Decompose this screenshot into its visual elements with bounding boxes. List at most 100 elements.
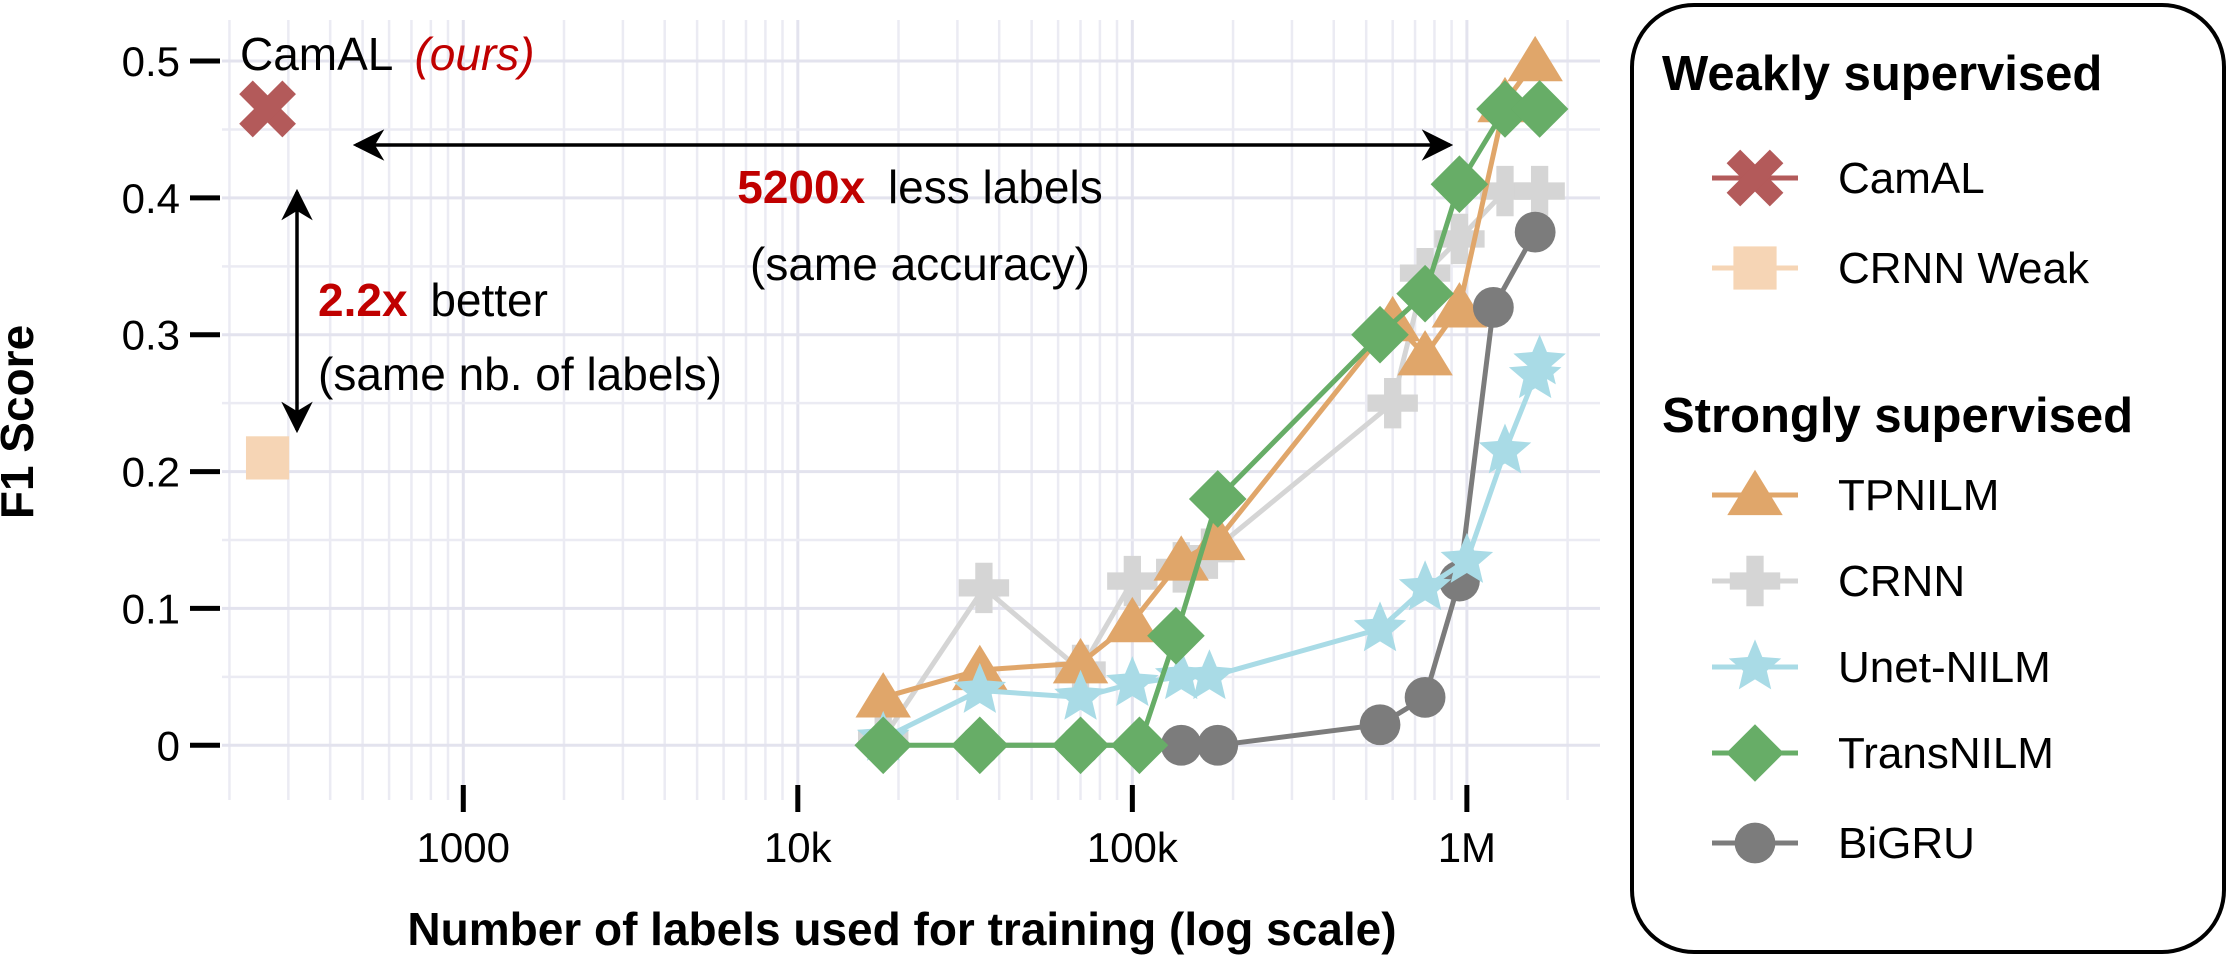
point-crnn [958, 562, 1010, 614]
x-tick-label: 1M [1438, 824, 1496, 871]
legend-label-tpnilm: TPNILM [1838, 471, 1999, 520]
better-value: 2.2x [318, 274, 408, 326]
legend-entry-bigru: BiGRU [1712, 819, 1975, 868]
legend-marker-unet-nilm [1728, 639, 1782, 690]
legend-marker-camal [1726, 149, 1784, 207]
y-tick-label: 0.3 [122, 312, 180, 359]
better-text: better [430, 274, 548, 326]
x-axis-title: Number of labels used for training (log … [407, 903, 1396, 955]
legend-group-weak-title: Weakly supervised [1662, 47, 2102, 101]
legend-marker-crnn [1729, 555, 1781, 607]
legend-entry-tpnilm: TPNILM [1712, 469, 1999, 520]
legend-entries: CamAL CRNN Weak TPNILM CRNN Unet-NILM TransNI… [1712, 149, 2090, 868]
point-transnilm [1510, 80, 1569, 138]
legend-label-crnn-weak: CRNN Weak [1838, 244, 2090, 293]
point-crnn [1434, 213, 1485, 265]
point-tpnilm [855, 672, 911, 718]
legend-entry-crnn: CRNN [1712, 555, 1965, 607]
legend-marker-tpnilm [1727, 469, 1783, 516]
legend-entry-camal: CamAL [1712, 149, 1985, 207]
point-bigru [1472, 286, 1514, 328]
y-tick-label: 0 [157, 722, 180, 769]
point-unet-nilm [1054, 669, 1107, 720]
camal-annotation-ours: (ours) [414, 28, 534, 80]
less-labels-annotation: 5200x less labels [737, 161, 1102, 213]
better-annotation: 2.2x better [318, 274, 548, 326]
camal-annotation: CamAL (ours) [240, 28, 535, 80]
legend-group-strong-title: Strongly supervised [1662, 389, 2133, 443]
point-unet-nilm [1478, 423, 1532, 474]
x-axis: 1000 10k 100k 1M [417, 785, 1496, 871]
legend-marker-transnilm [1726, 724, 1784, 782]
point-tpnilm [1104, 596, 1161, 643]
point-transnilm [1188, 470, 1247, 528]
legend-entry-unet-nilm: Unet-NILM [1712, 639, 2051, 692]
point-transnilm [1351, 305, 1409, 364]
point-transnilm [951, 716, 1009, 775]
point-crnn-weak [245, 436, 290, 480]
point-transnilm [1147, 606, 1205, 665]
point-transnilm [1396, 264, 1454, 323]
less-labels-subtext: (same accuracy) [750, 238, 1090, 290]
y-tick-label: 0.1 [122, 585, 180, 632]
legend-label-camal: CamAL [1838, 154, 1985, 203]
point-transnilm [1430, 155, 1489, 214]
x-tick-label: 10k [764, 824, 833, 871]
legend-entry-transnilm: TransNILM [1712, 724, 2054, 782]
less-labels-value: 5200x [737, 161, 865, 213]
series-transnilm [854, 80, 1569, 775]
legend-marker-camal-stroke [1726, 149, 1784, 207]
x-tick-label: 100k [1087, 824, 1179, 871]
point-unet-nilm [1398, 560, 1452, 611]
legend-marker-crnn-weak [1733, 246, 1777, 290]
series-layer [239, 35, 1569, 775]
point-tpnilm [1431, 282, 1488, 328]
point-transnilm [1051, 716, 1110, 775]
y-tick-label: 0.5 [122, 38, 180, 85]
point-crnn [1367, 377, 1418, 429]
legend-label-unet-nilm: Unet-NILM [1838, 643, 2051, 692]
y-tick-label: 0.2 [122, 449, 180, 496]
point-bigru [1359, 704, 1401, 746]
point-tpnilm [1397, 330, 1453, 376]
legend-label-transnilm: TransNILM [1838, 729, 2054, 778]
point-tpnilm [1507, 35, 1563, 82]
y-axis: 0 0.1 0.2 0.3 0.4 0.5 [122, 38, 220, 769]
point-tpnilm [1052, 637, 1109, 684]
legend-marker-bigru [1734, 822, 1776, 864]
camal-annotation-label: CamAL [240, 28, 393, 80]
point-bigru [1514, 211, 1556, 253]
point-transnilm [1110, 716, 1169, 775]
point-camal-stroke [239, 80, 296, 138]
less-labels-text: less labels [888, 161, 1103, 213]
point-unet-nilm [953, 662, 1007, 713]
series-crnn-weak [245, 436, 290, 480]
series-camal [239, 80, 296, 138]
point-transnilm [1476, 80, 1534, 138]
point-unet-nilm [1106, 656, 1159, 707]
y-axis-title: F1 Score [0, 325, 43, 519]
point-bigru [1197, 724, 1239, 766]
legend: Weakly supervised Strongly supervised Ca… [1630, 3, 2226, 954]
point-unet-nilm [1513, 334, 1566, 385]
legend-label-crnn: CRNN [1838, 557, 1965, 606]
point-unet-nilm [1353, 601, 1407, 652]
series-unet-nilm [856, 334, 1566, 761]
point-crnn [1479, 165, 1531, 217]
x-tick-label: 1000 [417, 824, 510, 871]
point-camal [239, 80, 296, 138]
point-transnilm [854, 716, 913, 775]
point-unet-nilm [1440, 532, 1494, 583]
legend-label-bigru: BiGRU [1838, 819, 1975, 868]
series-tpnilm [855, 35, 1563, 718]
annotations: CamAL (ours) 5200x less labels (same acc… [240, 28, 1454, 434]
legend-box [1630, 3, 2226, 954]
point-bigru [1404, 676, 1446, 718]
point-bigru [1160, 724, 1202, 766]
point-unet-nilm [1154, 649, 1208, 700]
point-crnn [1514, 165, 1565, 217]
better-subtext: (same nb. of labels) [318, 348, 722, 400]
y-tick-label: 0.4 [122, 175, 180, 222]
point-unet-nilm [1183, 649, 1236, 700]
